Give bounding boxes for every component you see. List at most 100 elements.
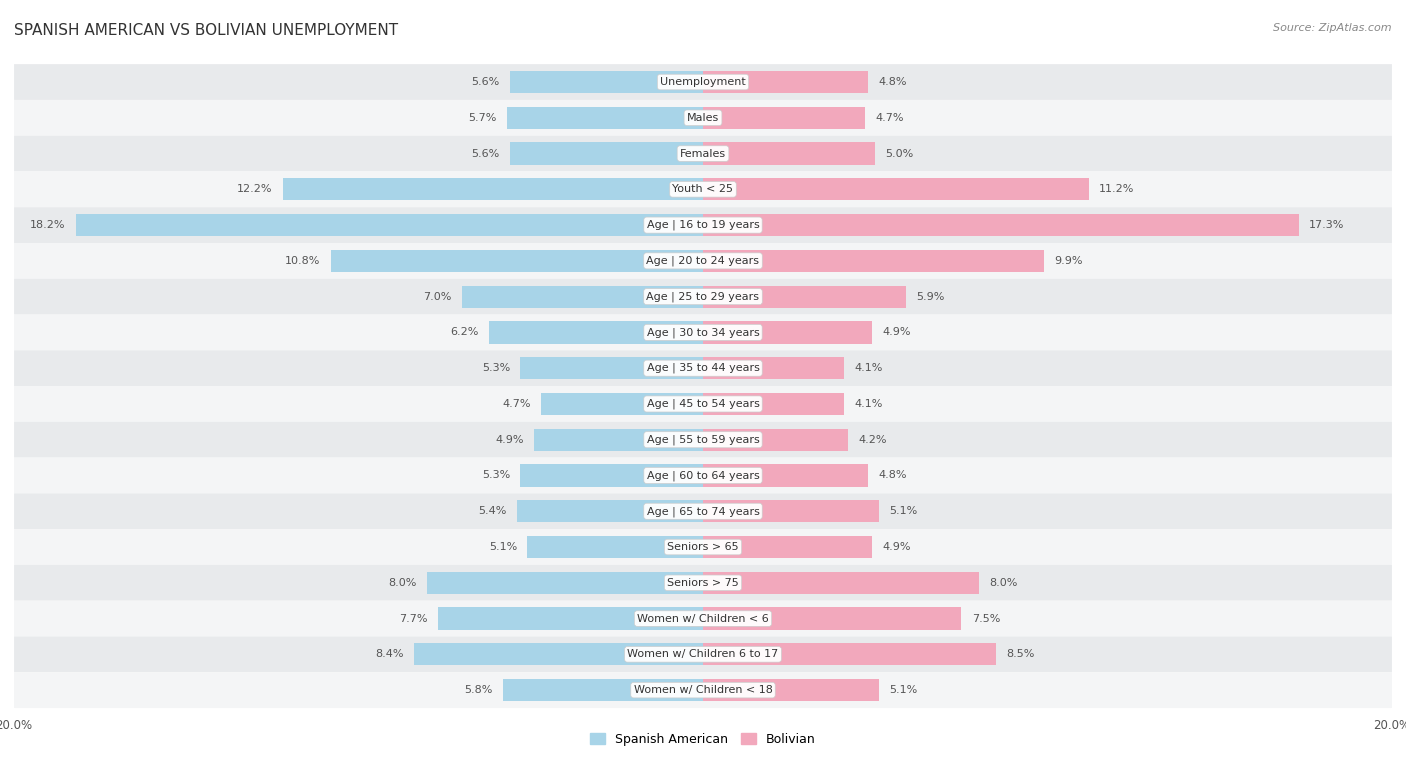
FancyBboxPatch shape <box>14 64 1392 100</box>
Text: Source: ZipAtlas.com: Source: ZipAtlas.com <box>1274 23 1392 33</box>
Bar <box>503 679 703 701</box>
Text: 7.5%: 7.5% <box>972 614 1000 624</box>
Text: Age | 45 to 54 years: Age | 45 to 54 years <box>647 399 759 410</box>
Bar <box>703 285 907 308</box>
Text: 11.2%: 11.2% <box>1099 185 1135 195</box>
Text: 5.1%: 5.1% <box>889 685 917 695</box>
Text: 5.0%: 5.0% <box>886 148 914 158</box>
FancyBboxPatch shape <box>14 458 1392 494</box>
Bar <box>506 107 703 129</box>
Text: 5.1%: 5.1% <box>889 506 917 516</box>
Text: 5.8%: 5.8% <box>464 685 494 695</box>
Bar <box>703 500 879 522</box>
Text: 5.6%: 5.6% <box>471 77 499 87</box>
Bar <box>703 643 995 665</box>
Text: Youth < 25: Youth < 25 <box>672 185 734 195</box>
Text: 4.9%: 4.9% <box>495 435 524 444</box>
Text: 12.2%: 12.2% <box>238 185 273 195</box>
Text: Seniors > 75: Seniors > 75 <box>666 578 740 587</box>
Bar <box>703 607 962 630</box>
Bar <box>703 321 872 344</box>
FancyBboxPatch shape <box>14 136 1392 171</box>
Bar <box>534 428 703 451</box>
Text: SPANISH AMERICAN VS BOLIVIAN UNEMPLOYMENT: SPANISH AMERICAN VS BOLIVIAN UNEMPLOYMEN… <box>14 23 398 38</box>
Text: 4.8%: 4.8% <box>879 77 907 87</box>
FancyBboxPatch shape <box>14 314 1392 350</box>
Bar <box>517 500 703 522</box>
Text: 10.8%: 10.8% <box>285 256 321 266</box>
Bar <box>413 643 703 665</box>
Bar <box>510 71 703 93</box>
Text: Age | 20 to 24 years: Age | 20 to 24 years <box>647 256 759 266</box>
Text: 4.7%: 4.7% <box>502 399 531 409</box>
Text: Age | 35 to 44 years: Age | 35 to 44 years <box>647 363 759 373</box>
Bar <box>76 214 703 236</box>
Text: Age | 25 to 29 years: Age | 25 to 29 years <box>647 291 759 302</box>
Bar <box>330 250 703 272</box>
Text: Females: Females <box>681 148 725 158</box>
Bar <box>703 572 979 594</box>
FancyBboxPatch shape <box>14 171 1392 207</box>
Text: 4.8%: 4.8% <box>879 471 907 481</box>
Text: 6.2%: 6.2% <box>451 328 479 338</box>
Bar <box>703 428 848 451</box>
Text: Age | 60 to 64 years: Age | 60 to 64 years <box>647 470 759 481</box>
Text: 8.4%: 8.4% <box>375 650 404 659</box>
Text: 5.6%: 5.6% <box>471 148 499 158</box>
Text: Unemployment: Unemployment <box>661 77 745 87</box>
FancyBboxPatch shape <box>14 279 1392 314</box>
Text: Women w/ Children 6 to 17: Women w/ Children 6 to 17 <box>627 650 779 659</box>
Bar <box>283 178 703 201</box>
FancyBboxPatch shape <box>14 565 1392 601</box>
Text: 8.0%: 8.0% <box>388 578 418 587</box>
Bar <box>703 178 1088 201</box>
Text: 5.9%: 5.9% <box>917 291 945 301</box>
Text: 17.3%: 17.3% <box>1309 220 1344 230</box>
Text: Age | 30 to 34 years: Age | 30 to 34 years <box>647 327 759 338</box>
Text: Women w/ Children < 18: Women w/ Children < 18 <box>634 685 772 695</box>
Text: Age | 55 to 59 years: Age | 55 to 59 years <box>647 435 759 445</box>
Bar <box>703 107 865 129</box>
Bar <box>703 71 869 93</box>
FancyBboxPatch shape <box>14 386 1392 422</box>
Text: 7.7%: 7.7% <box>399 614 427 624</box>
Bar <box>427 572 703 594</box>
Text: 8.5%: 8.5% <box>1007 650 1035 659</box>
Text: 4.7%: 4.7% <box>875 113 904 123</box>
Bar <box>520 357 703 379</box>
Text: 4.1%: 4.1% <box>855 363 883 373</box>
Bar <box>520 464 703 487</box>
Text: 5.7%: 5.7% <box>468 113 496 123</box>
Bar <box>703 250 1045 272</box>
FancyBboxPatch shape <box>14 100 1392 136</box>
Text: 4.2%: 4.2% <box>858 435 887 444</box>
Text: 9.9%: 9.9% <box>1054 256 1083 266</box>
FancyBboxPatch shape <box>14 243 1392 279</box>
Bar <box>703 536 872 558</box>
FancyBboxPatch shape <box>14 494 1392 529</box>
Text: 4.1%: 4.1% <box>855 399 883 409</box>
Bar <box>703 142 875 165</box>
Legend: Spanish American, Bolivian: Spanish American, Bolivian <box>585 728 821 751</box>
Bar <box>510 142 703 165</box>
Text: 8.0%: 8.0% <box>988 578 1018 587</box>
Text: 18.2%: 18.2% <box>31 220 66 230</box>
Text: 7.0%: 7.0% <box>423 291 451 301</box>
Bar <box>527 536 703 558</box>
Bar <box>703 357 844 379</box>
Bar <box>437 607 703 630</box>
Text: 5.4%: 5.4% <box>478 506 506 516</box>
Text: Women w/ Children < 6: Women w/ Children < 6 <box>637 614 769 624</box>
Text: 5.3%: 5.3% <box>482 471 510 481</box>
Bar <box>703 464 869 487</box>
Bar <box>703 393 844 415</box>
Text: Age | 65 to 74 years: Age | 65 to 74 years <box>647 506 759 516</box>
Bar <box>461 285 703 308</box>
FancyBboxPatch shape <box>14 529 1392 565</box>
FancyBboxPatch shape <box>14 637 1392 672</box>
FancyBboxPatch shape <box>14 350 1392 386</box>
Bar <box>703 679 879 701</box>
Text: 4.9%: 4.9% <box>882 328 911 338</box>
Text: 5.1%: 5.1% <box>489 542 517 552</box>
Text: 5.3%: 5.3% <box>482 363 510 373</box>
